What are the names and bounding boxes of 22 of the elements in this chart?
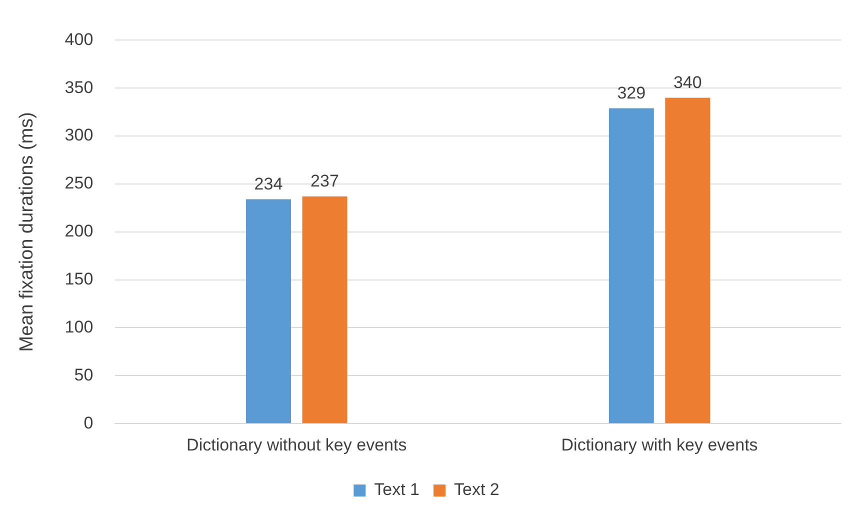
- y-tick-label: 0: [84, 413, 94, 432]
- y-tick-label: 350: [64, 78, 94, 97]
- y-tick-label: 250: [64, 174, 94, 193]
- data-label: 234: [254, 174, 283, 194]
- bar: [302, 196, 348, 424]
- data-label: 340: [673, 72, 702, 92]
- bar: [665, 98, 710, 424]
- y-tick-label: 300: [64, 126, 94, 145]
- y-tick-label: 50: [74, 365, 94, 384]
- y-tick-label: 100: [64, 317, 94, 336]
- y-tick-label: 200: [64, 222, 94, 241]
- legend-label: Text 1: [374, 480, 420, 500]
- x-tick-label: Dictionary with key events: [561, 435, 758, 454]
- y-tick-label: 400: [64, 30, 94, 49]
- data-label: 237: [310, 172, 339, 191]
- bar: [608, 108, 654, 424]
- x-tick-label: Dictionary without key events: [186, 435, 407, 454]
- y-tick-label: 150: [64, 270, 94, 289]
- bar: [246, 199, 291, 424]
- legend-label: Text 2: [454, 480, 500, 500]
- y-axis-title: Mean fixation durations (ms): [16, 112, 38, 352]
- data-label: 329: [617, 83, 646, 102]
